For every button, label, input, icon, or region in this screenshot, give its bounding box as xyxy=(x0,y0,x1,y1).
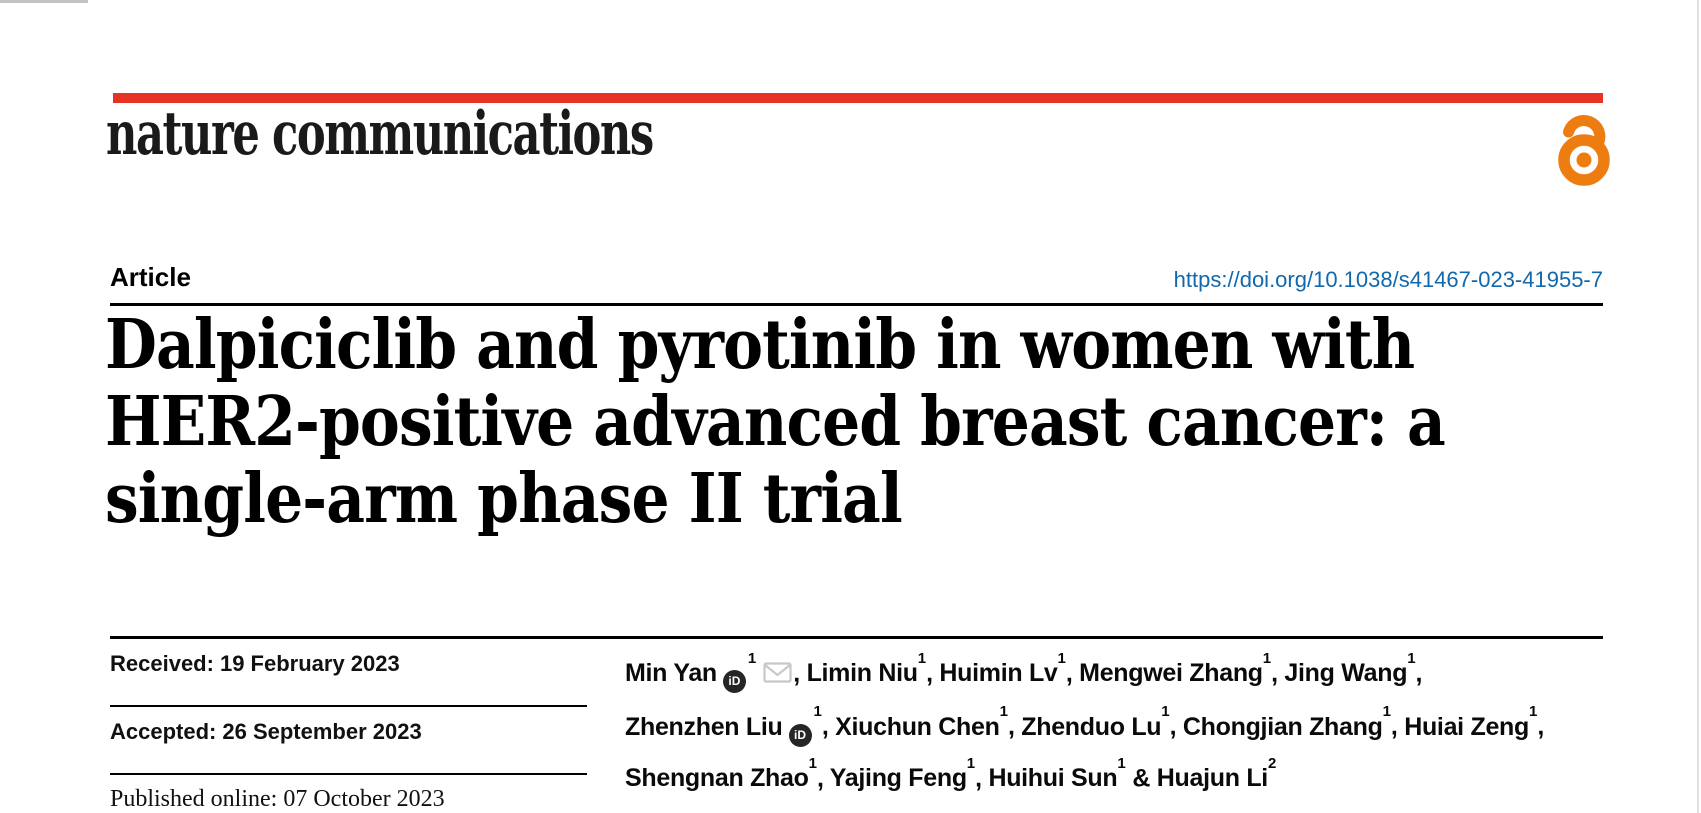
author-name: Limin Niu1 xyxy=(806,650,927,688)
open-access-icon xyxy=(1556,109,1614,187)
email-icon[interactable] xyxy=(763,661,792,689)
author-name: Huajun Li2 xyxy=(1156,754,1277,792)
affiliation-superscript: 1 xyxy=(999,703,1008,721)
author-name: Shengnan Zhao1 xyxy=(625,754,817,792)
affiliation-superscript: 1 xyxy=(1382,703,1391,721)
doi-link[interactable]: https://doi.org/10.1038/s41467-023-41955… xyxy=(1173,267,1603,292)
author-name: Zhenduo Lu1 xyxy=(1021,703,1170,741)
journal-logo: nature communications xyxy=(106,99,654,169)
author-name: Yajing Feng1 xyxy=(829,754,976,792)
title-line: single-arm phase II trial xyxy=(105,459,903,539)
title-line: HER2-positive advanced breast cancer: a xyxy=(105,382,1446,462)
viewer-edge-artifact xyxy=(0,0,88,3)
orcid-icon[interactable]: iD xyxy=(788,723,812,747)
header-rule xyxy=(110,303,1603,306)
author-list: Min Yan iD1, Limin Niu1, Huimin Lv1, Meng… xyxy=(625,650,1544,792)
affiliation-superscript: 1 xyxy=(1262,650,1272,667)
author-name: Mengwei Zhang1 xyxy=(1079,650,1272,688)
affiliation-superscript: 1 xyxy=(1117,754,1126,772)
received-label: Received: xyxy=(110,651,214,676)
affiliation-superscript: 1 xyxy=(1529,703,1538,721)
masthead-rule xyxy=(113,93,1603,103)
accepted-label: Accepted: xyxy=(110,719,217,744)
affiliation-superscript: 2 xyxy=(1267,754,1277,772)
affiliation-superscript: 1 xyxy=(747,650,757,667)
received-value: 19 February 2023 xyxy=(219,651,400,676)
title-line: Dalpiciclib and pyrotinib in women with xyxy=(105,305,1415,385)
author-name: Huimin Lv1 xyxy=(939,650,1066,688)
published-date-row: Published online: 07 October 2023 xyxy=(110,775,587,813)
published-value: 07 October 2023 xyxy=(283,786,445,812)
author-name: Jing Wang1 xyxy=(1284,650,1416,688)
affiliation-superscript: 1 xyxy=(1407,650,1416,667)
affiliation-superscript: 1 xyxy=(1057,650,1066,667)
author-name: Xiuchun Chen1 xyxy=(835,703,1008,741)
author-name: Zhenzhen Liu iD1 xyxy=(625,703,822,747)
affiliation-superscript: 1 xyxy=(808,754,817,772)
affiliation-superscript: 1 xyxy=(1161,703,1170,721)
viewer-page-edge xyxy=(1697,0,1699,813)
published-label: Published online: xyxy=(110,786,278,812)
article-title: Dalpiciclib and pyrotinib in women with … xyxy=(105,305,1446,539)
author-name: Min Yan iD1 xyxy=(625,650,793,694)
accepted-value: 26 September 2023 xyxy=(222,719,422,744)
affiliation-superscript: 1 xyxy=(917,650,927,667)
section-rule xyxy=(110,636,1603,639)
author-name: Chongjian Zhang1 xyxy=(1182,703,1391,741)
received-date-row: Received: 19 February 2023 xyxy=(110,639,587,707)
affiliation-superscript: 1 xyxy=(813,703,822,721)
affiliation-superscript: 1 xyxy=(966,754,976,772)
orcid-icon[interactable]: iD xyxy=(722,670,746,694)
article-type-label: Article xyxy=(110,262,191,292)
author-name: Huiai Zeng1 xyxy=(1404,703,1538,741)
author-name: Huihui Sun1 xyxy=(988,754,1126,792)
accepted-date-row: Accepted: 26 September 2023 xyxy=(110,707,587,775)
article-history: Received: 19 February 2023 Accepted: 26 Se… xyxy=(110,639,587,813)
